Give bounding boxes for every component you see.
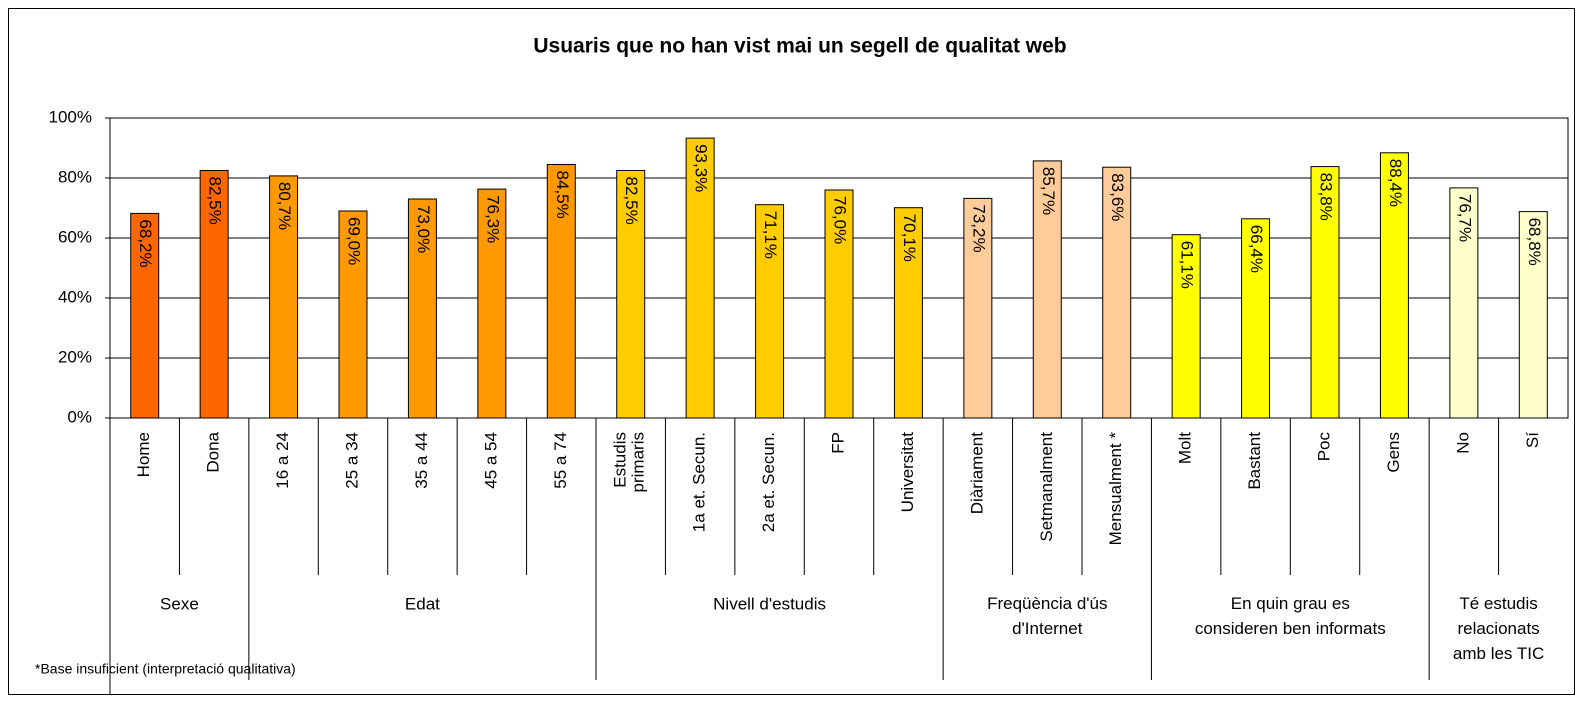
x-tick-label: 16 a 24: [273, 432, 292, 489]
x-tick-label: Estudisprimaris: [611, 432, 648, 492]
x-tick-label: 35 a 44: [412, 432, 431, 489]
bar: [1449, 187, 1479, 419]
value-label: 76,3%: [483, 195, 502, 243]
footnote: *Base insuficient (interpretació qualita…: [35, 661, 296, 677]
x-tick-label: Poc: [1314, 432, 1333, 462]
x-tick-label: Bastant: [1245, 432, 1264, 490]
bar: [893, 207, 923, 419]
group-label: Edat: [405, 594, 440, 613]
group-label: Nivell d'estudis: [713, 594, 826, 613]
value-label: 82,5%: [622, 177, 641, 225]
x-tick-label: Universitat: [898, 432, 917, 513]
x-tick-label: 45 a 54: [481, 432, 500, 489]
value-label: 85,7%: [1039, 167, 1058, 215]
bar: [199, 170, 229, 419]
value-label: 76,0%: [831, 196, 850, 244]
bar: [1032, 160, 1062, 419]
value-label: 84,5%: [553, 171, 572, 219]
x-tick-label: 2a et. Secun.: [759, 432, 778, 532]
bar: [963, 197, 993, 419]
x-tick-label: Molt: [1176, 432, 1195, 464]
x-tick-label: 25 a 34: [342, 432, 361, 489]
x-tick-label: Dona: [204, 431, 223, 472]
value-label: 76,7%: [1455, 194, 1474, 242]
value-label: 68,2%: [136, 219, 155, 267]
value-label: 61,1%: [1178, 241, 1197, 289]
bar: [269, 175, 299, 419]
bar: [685, 137, 715, 419]
y-tick-label: 40%: [58, 287, 92, 306]
bar: [1171, 234, 1201, 419]
bar: [546, 164, 576, 419]
y-tick-label: 80%: [58, 167, 92, 186]
value-label: 69,0%: [345, 217, 364, 265]
value-label: 80,7%: [275, 182, 294, 230]
bar: [824, 189, 854, 419]
value-label: 70,1%: [900, 214, 919, 262]
bar: [1310, 166, 1340, 419]
chart-title: Usuaris que no han vist mai un segell de…: [533, 35, 1066, 58]
x-tick-label: Setmanalment: [1037, 432, 1056, 542]
bar: [1379, 152, 1409, 419]
y-tick-label: 100%: [49, 107, 92, 126]
value-label: 68,8%: [1525, 218, 1544, 266]
value-label: 73,0%: [414, 205, 433, 253]
y-tick-label: 60%: [58, 227, 92, 246]
group-label: Freqüència d'ús d'Internet: [987, 594, 1107, 638]
bar: [616, 170, 646, 419]
x-tick-label: Diàriament: [967, 432, 986, 514]
bar: [1518, 211, 1548, 419]
value-label: 71,1%: [761, 211, 780, 259]
x-tick-label: 55 a 74: [551, 432, 570, 489]
bar: [407, 198, 437, 419]
value-label: 82,5%: [206, 177, 225, 225]
x-tick-label: Sí: [1523, 432, 1542, 448]
x-tick-label: FP: [828, 432, 847, 454]
value-label: 66,4%: [1247, 225, 1266, 273]
bar: [338, 210, 368, 419]
group-label: En quin grau es consideren ben informats: [1195, 594, 1386, 638]
bar: [130, 212, 160, 419]
x-tick-label: No: [1453, 432, 1472, 454]
bar: [477, 188, 507, 419]
bar: [1241, 218, 1271, 419]
x-tick-label: Mensualment *: [1106, 432, 1125, 546]
x-tick-label: 1a et. Secun.: [690, 432, 709, 532]
value-label: 83,8%: [1317, 173, 1336, 221]
x-tick-label: Gens: [1384, 432, 1403, 473]
y-tick-label: 20%: [58, 347, 92, 366]
x-tick-label: Home: [134, 432, 153, 477]
group-label: Sexe: [160, 594, 199, 613]
value-label: 83,6%: [1108, 173, 1127, 221]
value-label: 88,4%: [1386, 159, 1405, 207]
group-label: Té estudis relacionats amb les TIC: [1453, 594, 1544, 663]
bar: [755, 204, 785, 419]
value-label: 73,2%: [969, 204, 988, 252]
y-tick-label: 0%: [67, 407, 92, 426]
value-label: 93,3%: [692, 144, 711, 192]
bar: [1102, 166, 1132, 419]
